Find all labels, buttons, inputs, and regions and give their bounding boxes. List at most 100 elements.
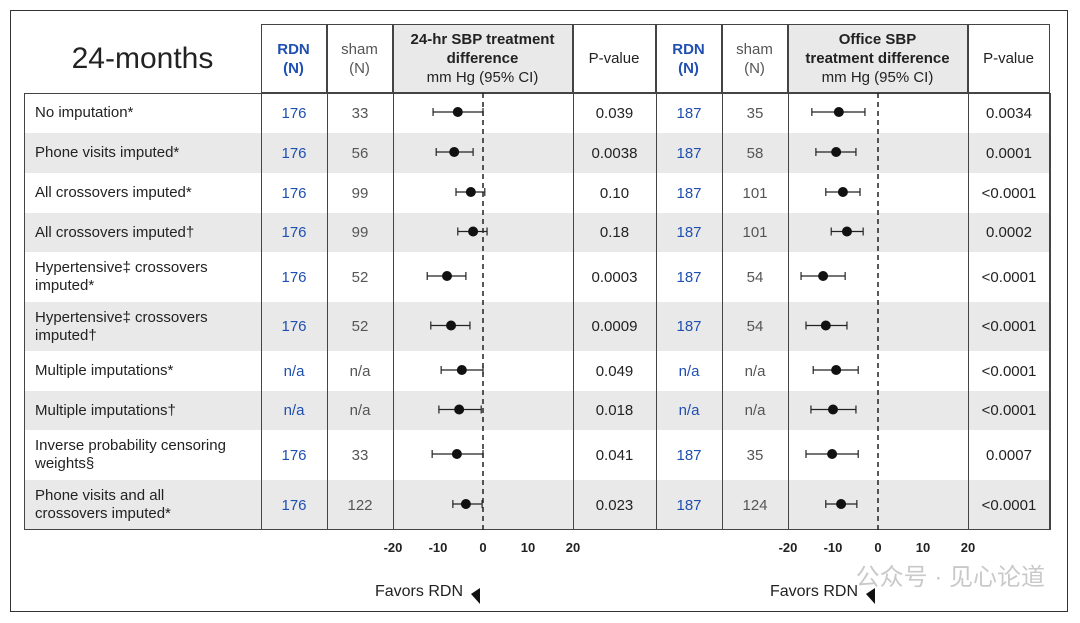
cell-text: n/a [744, 362, 766, 380]
row-label: Inverse probability censoring weights§ [35, 430, 260, 480]
estimate-point [456, 365, 467, 375]
cell-text: 0.0007 [986, 446, 1032, 464]
cell: 0.0009 [573, 302, 656, 351]
x-tick-label: 20 [961, 540, 975, 555]
cell: 54 [722, 252, 788, 302]
estimate-point [836, 499, 847, 509]
header-cell: sham (N) [721, 24, 788, 93]
x-tick-label: 10 [521, 540, 535, 555]
cell: 122 [327, 480, 393, 530]
row-label: Hypertensive‡ crossovers imputed* [35, 252, 260, 302]
cell: 176 [261, 252, 327, 302]
label-text: Phone visits imputed* [35, 144, 180, 161]
cell-text: 58 [746, 144, 764, 162]
cell-text: 99 [351, 224, 369, 241]
cell-text: 52 [351, 268, 369, 286]
x-tick-label: -10 [429, 540, 448, 555]
row-shade [24, 480, 1050, 530]
row-shade [24, 391, 1050, 430]
estimate-point [451, 449, 462, 459]
cell: 33 [327, 430, 393, 480]
estimate-point [465, 187, 476, 197]
label-text: imputed* [35, 277, 95, 294]
row-label: No imputation* [35, 93, 260, 133]
label-text: imputed† [35, 326, 97, 344]
header-text: (N) [744, 59, 765, 77]
header-text: (N) [349, 59, 370, 77]
cell-text: 33 [351, 104, 369, 122]
cell: 0.0038 [573, 133, 656, 173]
cell: 0.10 [573, 173, 656, 213]
cell: 0.18 [573, 213, 656, 252]
cell: 187 [656, 252, 722, 302]
cell-text: 176 [281, 144, 307, 162]
estimate-point [827, 449, 838, 459]
cell: <0.0001 [968, 302, 1050, 351]
x-tick-label: -20 [779, 540, 798, 555]
header-cell: RDN (N) [260, 24, 327, 93]
cell-text: 124 [742, 496, 768, 514]
x-tick-label: 0 [479, 540, 486, 555]
cell-text: 187 [676, 184, 702, 202]
cell: 35 [722, 430, 788, 480]
cell: 54 [722, 302, 788, 351]
cell: n/a [261, 391, 327, 430]
cell-text: 56 [351, 144, 369, 162]
header-text: 24-hr SBP treatment [410, 31, 555, 48]
cell-text: 0.018 [595, 402, 634, 419]
frame [10, 10, 1068, 612]
favors-label: Favors RDN [770, 583, 858, 600]
cell-text: 187 [676, 144, 702, 162]
cell: 176 [261, 93, 327, 133]
cell: 101 [722, 213, 788, 252]
header-text: Office SBP [838, 31, 917, 48]
estimate-point [468, 226, 479, 237]
column-rule [656, 93, 657, 530]
cell-text: 54 [746, 318, 764, 335]
row-label: Phone visits imputed* [35, 133, 260, 173]
column-rule [788, 93, 789, 530]
estimate-point [460, 499, 471, 509]
estimate-point [820, 320, 831, 331]
header-cell: sham (N) [326, 24, 393, 93]
cell-text: 0.039 [595, 104, 634, 122]
cell-text: 187 [676, 496, 702, 514]
cell-text: 187 [676, 446, 702, 464]
label-text: Phone visits and all [35, 487, 165, 504]
cell-text: 101 [742, 184, 768, 202]
column-rule [261, 93, 262, 530]
column-rule [327, 93, 328, 530]
x-tick-label: 20 [566, 540, 580, 555]
header-text: mm Hg (95% CI) [426, 69, 539, 86]
label-text: Multiple imputations* [35, 362, 174, 379]
cell-text: 176 [281, 318, 307, 335]
estimate-point [831, 365, 842, 375]
cell-text: 54 [746, 268, 764, 286]
header-cell: P-value [572, 24, 656, 93]
label-text: No imputation* [35, 104, 134, 121]
cell-text: 176 [281, 104, 307, 122]
cell-text: 0.0002 [986, 224, 1032, 241]
watermark: 公众号 · 见心论道 [856, 564, 1045, 591]
header-text: treatment difference [805, 50, 950, 67]
cell: 187 [656, 133, 722, 173]
cell-text: n/a [678, 362, 700, 380]
cell: 176 [261, 480, 327, 530]
cell-text: 0.0009 [591, 318, 638, 335]
cell-text: n/a [283, 362, 305, 380]
x-tick-label: -20 [384, 540, 403, 555]
cell-text: <0.0001 [981, 402, 1037, 419]
cell: n/a [327, 391, 393, 430]
estimate-point [449, 147, 460, 157]
cell-text: 187 [676, 318, 702, 335]
cell-text: 0.049 [595, 362, 634, 380]
header-text: (N) [283, 59, 304, 77]
cell: 176 [261, 213, 327, 252]
cell-text: <0.0001 [981, 496, 1037, 514]
cell: 187 [656, 93, 722, 133]
row-shade [24, 133, 1050, 173]
estimate-point [831, 147, 842, 157]
header-text: RDN [277, 40, 310, 58]
cell-text: n/a [678, 402, 700, 419]
estimate-point [837, 187, 848, 197]
